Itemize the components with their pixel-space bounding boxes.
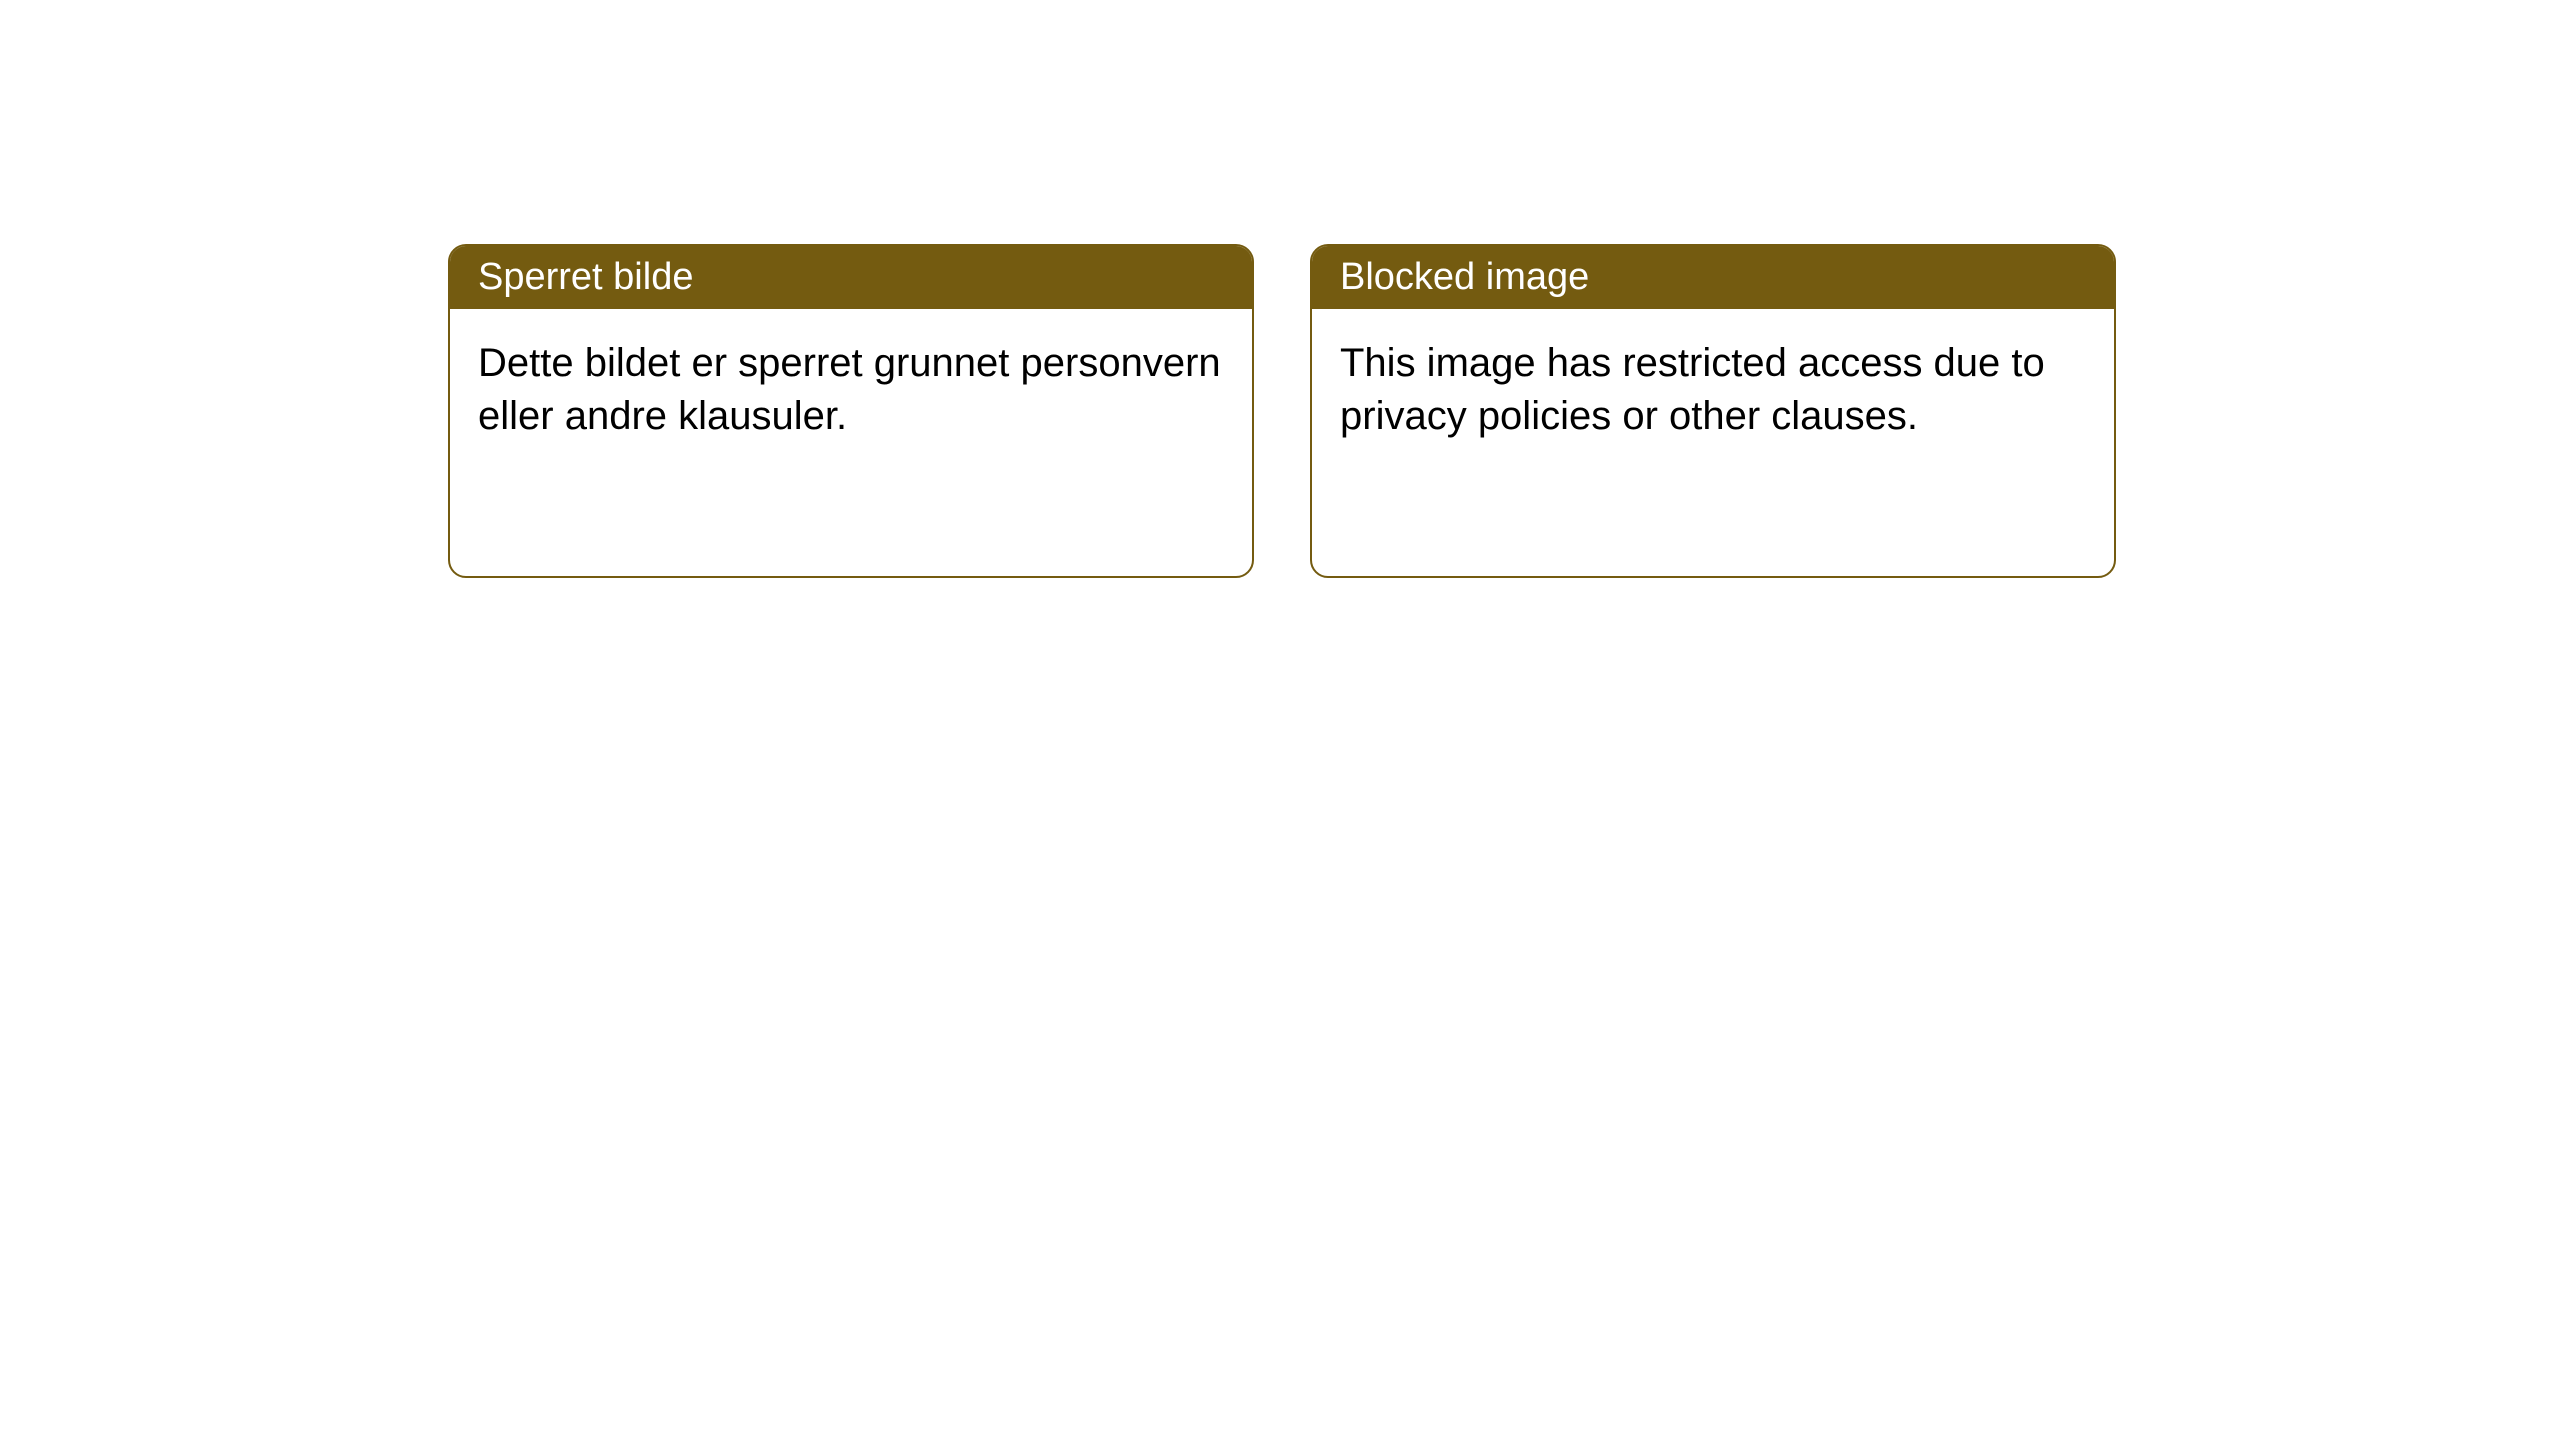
card-title: Blocked image bbox=[1340, 256, 1589, 298]
card-header: Sperret bilde bbox=[450, 246, 1252, 309]
card-header: Blocked image bbox=[1312, 246, 2114, 309]
notice-cards-container: Sperret bilde Dette bildet er sperret gr… bbox=[448, 244, 2116, 578]
card-title: Sperret bilde bbox=[478, 256, 693, 298]
notice-card-norwegian: Sperret bilde Dette bildet er sperret gr… bbox=[448, 244, 1254, 578]
notice-card-english: Blocked image This image has restricted … bbox=[1310, 244, 2116, 578]
card-body: This image has restricted access due to … bbox=[1312, 309, 2114, 471]
card-body-text: Dette bildet er sperret grunnet personve… bbox=[478, 341, 1221, 438]
card-body: Dette bildet er sperret grunnet personve… bbox=[450, 309, 1252, 471]
card-body-text: This image has restricted access due to … bbox=[1340, 341, 2045, 438]
